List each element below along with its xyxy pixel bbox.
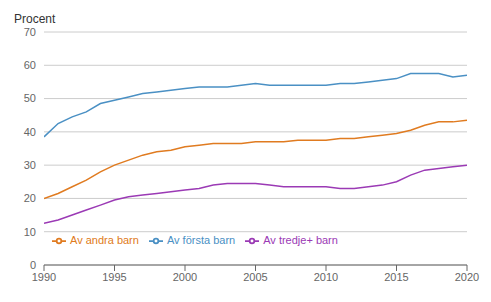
svg-text:70: 70 [24,26,36,38]
svg-text:20: 20 [24,192,36,204]
svg-text:2015: 2015 [384,271,408,283]
svg-text:2020: 2020 [455,271,479,283]
svg-text:1995: 1995 [102,271,126,283]
svg-text:60: 60 [24,59,36,71]
html-text:Procent: Procent [14,12,56,26]
svg-text:2010: 2010 [314,271,338,283]
svg-text:30: 30 [24,159,36,171]
html-text:Av första barn: Av första barn [166,234,236,246]
svg-text:1990: 1990 [32,271,56,283]
html-text:Av tredje+ barn: Av tredje+ barn [263,234,338,246]
svg-text:50: 50 [24,92,36,104]
svg-text:40: 40 [24,126,36,138]
svg-text:2000: 2000 [173,271,197,283]
svg-text:0: 0 [30,259,36,271]
svg-text:2005: 2005 [243,271,267,283]
html-text:Av andra barn: Av andra barn [70,234,139,246]
svg-text:10: 10 [24,226,36,238]
